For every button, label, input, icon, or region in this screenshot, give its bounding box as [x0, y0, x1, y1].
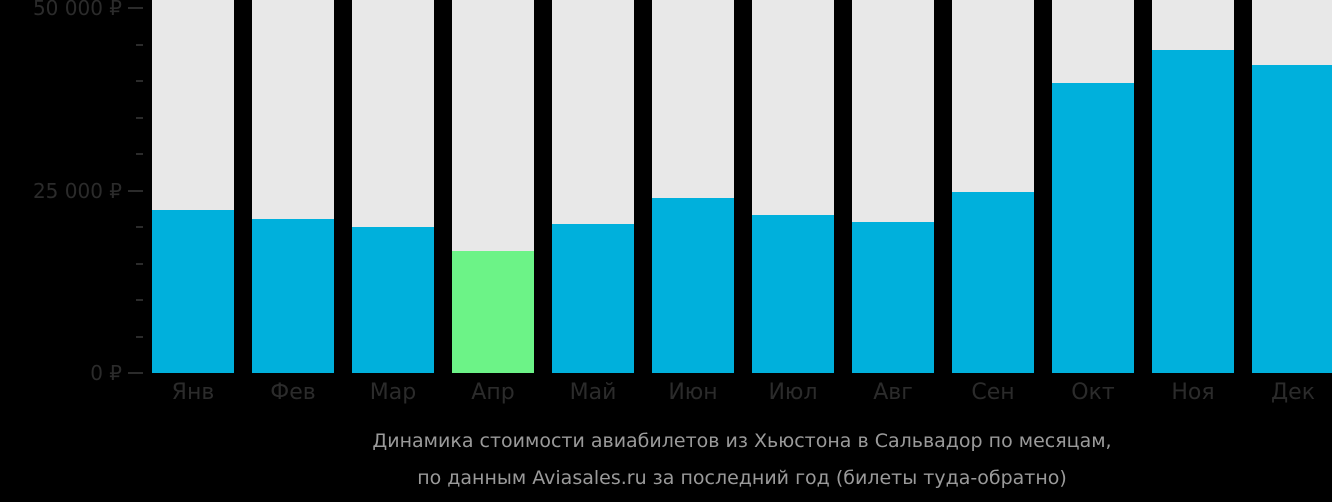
bar-month[interactable] [152, 210, 234, 373]
bar-track [1052, 0, 1134, 373]
bar-track [752, 0, 834, 373]
bar-month[interactable] [952, 191, 1034, 373]
y-major-tick [128, 189, 143, 192]
bar-month[interactable] [1152, 50, 1234, 373]
x-tick-label: Июн [668, 380, 718, 405]
bar-month[interactable] [1052, 83, 1134, 373]
x-tick-label: Апр [471, 380, 515, 405]
bar-track [1152, 0, 1234, 373]
x-tick-label: Июл [768, 380, 818, 405]
bar-track [552, 0, 634, 373]
bar-cheapest-month[interactable] [452, 251, 534, 373]
x-tick-label: Окт [1071, 380, 1115, 405]
y-tick-label: 25 000 ₽ [32, 178, 122, 203]
bar-month[interactable] [1252, 64, 1332, 373]
bar-track [1252, 0, 1332, 373]
chart-caption-line-2: по данным Aviasales.ru за последний год … [417, 467, 1067, 489]
bar-month[interactable] [352, 227, 434, 373]
x-tick-label: Мар [369, 380, 417, 405]
y-minor-tick [136, 226, 143, 228]
bar-month[interactable] [252, 218, 334, 373]
bar-month[interactable] [752, 215, 834, 373]
x-tick-label: Фев [270, 380, 316, 405]
y-minor-tick [136, 299, 143, 301]
x-tick-label: Сен [971, 380, 1015, 405]
y-major-tick [128, 7, 143, 9]
chart-caption-line-1: Динамика стоимости авиабилетов из Хьюсто… [372, 430, 1112, 452]
y-minor-tick [136, 43, 143, 46]
x-tick-label: Ноя [1171, 380, 1215, 405]
x-tick-label: Янв [171, 380, 215, 405]
y-minor-tick [136, 80, 143, 82]
bar-track [452, 0, 534, 373]
bar-month[interactable] [552, 224, 634, 373]
y-tick-label: 50 000 ₽ [32, 0, 122, 20]
bar-month[interactable] [652, 197, 734, 373]
x-tick-label: Май [569, 380, 617, 405]
x-tick-label: Авг [873, 380, 913, 405]
bar-track [852, 0, 934, 373]
x-tick-label: Дек [1270, 380, 1315, 405]
bar-track [652, 0, 734, 373]
y-tick-label: 0 ₽ [90, 361, 122, 385]
bar-month[interactable] [852, 221, 934, 373]
y-minor-tick [136, 153, 143, 155]
bar-track [952, 0, 1034, 373]
y-minor-tick [136, 262, 143, 265]
bar-track [252, 0, 334, 373]
y-minor-tick [136, 335, 143, 338]
y-major-tick [128, 372, 143, 374]
bar-track [352, 0, 434, 373]
bar-track [152, 0, 234, 373]
y-minor-tick [136, 116, 143, 119]
